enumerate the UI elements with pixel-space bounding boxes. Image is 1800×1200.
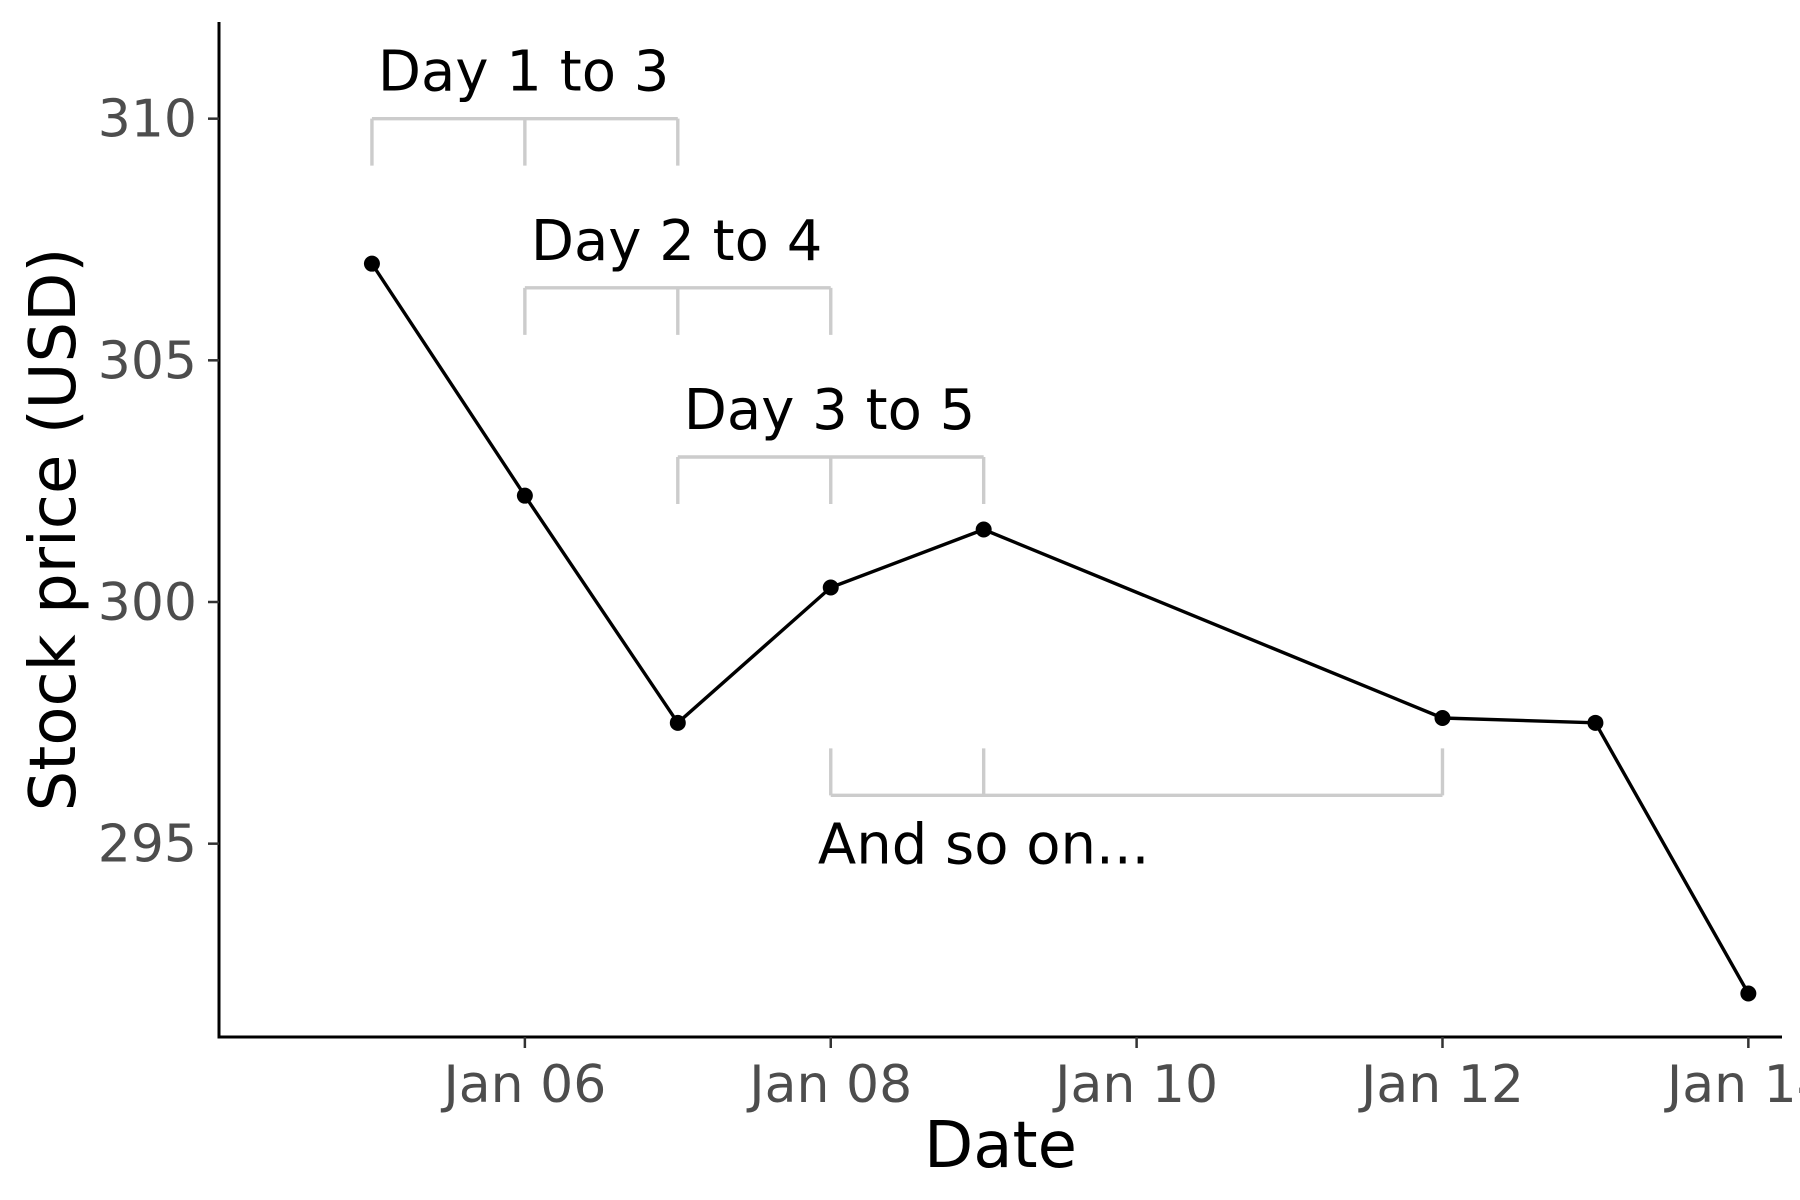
data-point (975, 521, 992, 538)
annotations-layer: Day 1 to 3 Day 2 to 4 Day 3 to 5 And so on.… (370, 40, 1445, 877)
data-point (1587, 714, 1604, 731)
x-tick-label: Jan 10 (1052, 1055, 1218, 1115)
data-point (1434, 710, 1451, 726)
y-axis-ticks: 295 300 305 310 (98, 90, 219, 875)
annotation-label: Day 3 to 5 (684, 378, 975, 443)
annotation-bracket (829, 748, 1445, 798)
annotation-label: Day 1 to 3 (378, 40, 669, 105)
x-tick-label: Jan 14 (1664, 1055, 1800, 1115)
annotation-label: And so on... (818, 812, 1150, 877)
series-layer (363, 255, 1757, 1002)
y-tick-label: 310 (98, 90, 197, 150)
data-point (363, 255, 380, 272)
x-tick-label: Jan 06 (440, 1055, 606, 1115)
x-tick-label: Jan 12 (1358, 1055, 1524, 1115)
y-tick-label: 300 (98, 573, 197, 633)
x-axis-ticks: Jan 06 Jan 08 Jan 10 Jan 12 Jan 14 (440, 1037, 1800, 1115)
series-line (370, 262, 1750, 995)
y-axis-title: Stock price (USD) (17, 248, 91, 812)
annotation-bracket (676, 455, 986, 504)
annotation-bracket (523, 286, 833, 335)
axis-frame (217, 22, 1782, 1039)
data-point (1740, 985, 1757, 1002)
x-tick-label: Jan 08 (746, 1055, 912, 1115)
data-point (669, 714, 686, 731)
x-axis-title: Date (924, 1109, 1077, 1183)
data-point (822, 579, 839, 596)
axes-layer (217, 22, 1782, 1039)
data-point (516, 487, 533, 504)
y-tick-label: 305 (98, 331, 197, 391)
y-tick-label: 295 (98, 815, 197, 875)
annotation-bracket (370, 116, 680, 166)
annotation-label: Day 2 to 4 (531, 209, 822, 274)
